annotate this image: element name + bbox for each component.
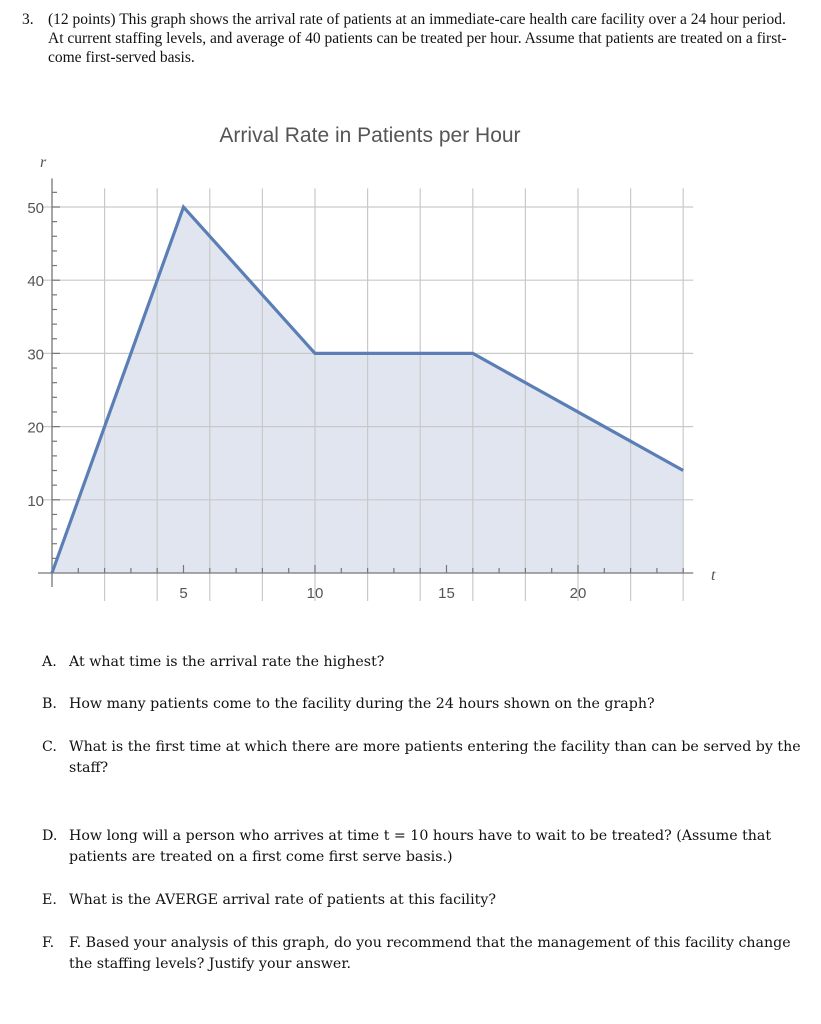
y-tick-label: 10 — [27, 493, 44, 510]
y-tick-label: 30 — [27, 346, 44, 363]
question-label: F. — [42, 935, 55, 951]
problem-number: 3. — [22, 11, 34, 28]
question-label: C. — [42, 739, 57, 755]
x-tick-label: 15 — [438, 585, 455, 602]
problem-statement: 3. (12 points) This graph shows the arri… — [22, 10, 802, 67]
chart-plot: 5 10 15 20 10 20 30 40 50 r t — [27, 154, 716, 602]
x-tick-label: 20 — [570, 585, 587, 602]
question-text: How many patients come to the facility d… — [69, 696, 655, 712]
arrival-rate-line — [50, 203, 684, 574]
question-text: What is the first time at which there ar… — [69, 739, 801, 776]
y-tick-label: 20 — [27, 420, 44, 437]
question-text: How long will a person who arrives at ti… — [69, 828, 772, 865]
question-text: At what time is the arrival rate the hig… — [69, 654, 385, 670]
question-label: A. — [42, 654, 57, 670]
question-text: F. Based your analysis of this graph, do… — [69, 935, 791, 972]
question-f: F. F. Based your analysis of this graph,… — [42, 933, 802, 975]
x-axis-label: t — [711, 567, 716, 584]
x-tick-label: 5 — [179, 585, 187, 602]
problem-text: (12 points) This graph shows the arrival… — [48, 11, 787, 66]
question-label: B. — [42, 696, 57, 712]
question-label: D. — [42, 828, 58, 844]
arrival-rate-chart: Arrival Rate in Patients per Hour 5 10 15 2… — [0, 110, 821, 630]
y-tick-label: 50 — [27, 200, 44, 217]
chart-title: Arrival Rate in Patients per Hour — [219, 124, 521, 147]
x-tick-label: 10 — [307, 585, 324, 602]
question-e: E. What is the AVERGE arrival rate of pa… — [42, 890, 496, 911]
question-c: C. What is the first time at which there… — [42, 737, 802, 779]
y-axis-label: r — [40, 154, 47, 171]
question-a: A. At what time is the arrival rate the … — [42, 652, 384, 673]
question-text: What is the AVERGE arrival rate of patie… — [69, 892, 496, 908]
question-d: D. How long will a person who arrives at… — [42, 826, 802, 868]
question-b: B. How many patients come to the facilit… — [42, 694, 655, 715]
y-tick-label: 40 — [27, 273, 44, 290]
question-label: E. — [42, 892, 57, 908]
